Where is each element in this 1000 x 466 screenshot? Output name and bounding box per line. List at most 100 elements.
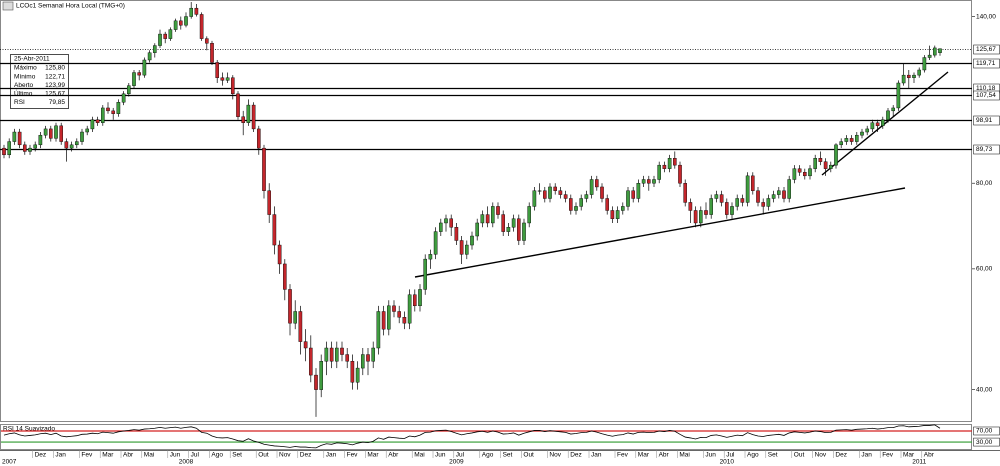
candle-body <box>407 294 412 324</box>
candle-body <box>257 128 261 149</box>
x-tick-label: Jul <box>726 452 735 459</box>
x-tick-label: Nov <box>549 452 561 459</box>
candle-body <box>501 214 506 232</box>
candle-body <box>725 202 729 215</box>
candle-body <box>579 198 583 207</box>
y-tick-label: 60,00 <box>976 266 993 273</box>
x-tick-label: Dez <box>300 452 312 459</box>
candle-body <box>23 144 27 152</box>
candle-body <box>886 110 890 120</box>
title-icon <box>2 1 14 11</box>
candle-body <box>600 186 604 199</box>
candle-body <box>340 347 344 355</box>
candle-body <box>517 218 521 241</box>
candle-body <box>241 116 246 123</box>
candle-body <box>823 161 828 169</box>
candle-body <box>792 168 797 180</box>
candle-body <box>283 263 287 290</box>
candle-body <box>152 45 157 53</box>
candle-body <box>413 294 417 307</box>
rsi-tick-label: 30,00 <box>976 439 993 446</box>
x-tick-label: Mar <box>638 452 650 459</box>
candle-body <box>59 125 63 142</box>
candle-body <box>376 311 381 349</box>
x-tick-label: Set <box>232 452 242 459</box>
candle-body <box>766 198 771 207</box>
candle-body <box>875 122 880 127</box>
year-label: 2009 <box>449 459 464 466</box>
candle-body <box>272 214 277 246</box>
candle-body <box>532 190 537 207</box>
level-label: 107,54 <box>976 92 996 99</box>
candle-body <box>2 147 6 156</box>
candle-body <box>595 179 599 188</box>
candle-body <box>465 244 469 255</box>
candle-body <box>173 20 178 30</box>
level-label: 89,73 <box>976 146 993 153</box>
candle-body <box>506 227 511 232</box>
candle-body <box>361 354 365 369</box>
info-label: Último <box>14 89 33 98</box>
candle-body <box>558 190 563 195</box>
x-tick-label: Nov <box>279 452 291 459</box>
candle-body <box>933 47 937 56</box>
year-label: 2011 <box>912 459 926 466</box>
x-tick-label: Mar <box>102 452 114 459</box>
candle-body <box>553 186 557 191</box>
candle-body <box>189 7 194 17</box>
candle-body <box>496 206 500 215</box>
candle-body <box>225 77 230 81</box>
rsi-panel-frame <box>0 424 972 450</box>
x-tick-label: Abr <box>924 452 935 459</box>
candle-body <box>288 289 292 324</box>
level-label: 98,91 <box>976 117 993 124</box>
candle-body <box>90 119 95 130</box>
level-label: 119,71 <box>976 60 996 67</box>
candle-body <box>69 144 74 149</box>
candle-body <box>428 254 433 260</box>
candle-body <box>33 144 37 149</box>
candle-body <box>366 354 370 362</box>
x-tick-label: Mai <box>414 452 424 459</box>
candle-body <box>735 198 739 207</box>
candle-body <box>626 190 630 207</box>
candle-body <box>163 33 168 39</box>
candle-body <box>454 227 459 241</box>
candle-body <box>636 183 641 199</box>
info-value: 125,67 <box>45 91 65 98</box>
candle-body <box>43 128 48 136</box>
x-tick-label: Jul <box>191 452 200 459</box>
candle-body <box>199 14 204 39</box>
candle-body <box>657 164 661 180</box>
candle-body <box>740 198 745 203</box>
candle-body <box>688 202 693 211</box>
candle-body <box>194 7 199 15</box>
x-tick-label: Dez <box>835 452 847 459</box>
candle-body <box>527 206 531 224</box>
candle-body <box>449 218 454 228</box>
x-tick-label: Out <box>258 452 269 459</box>
candle-body <box>121 93 126 103</box>
candle-body <box>49 128 53 139</box>
candle-body <box>907 74 911 78</box>
x-tick-label: Dez <box>570 452 582 459</box>
candle-body <box>652 179 656 184</box>
x-tick-label: Fev <box>617 452 629 459</box>
candle-body <box>329 347 334 362</box>
candle-body <box>797 168 802 173</box>
candle-body <box>444 218 448 224</box>
candle-body <box>849 138 854 142</box>
candle-body <box>106 107 110 112</box>
candle-body <box>168 29 173 39</box>
candle-body <box>17 131 22 146</box>
x-tick-label: Mar <box>903 452 915 459</box>
candle-body <box>387 305 391 330</box>
x-tick-label: Ago <box>482 452 494 459</box>
candle-body <box>844 138 849 142</box>
year-label: 2007 <box>2 459 17 466</box>
candle-body <box>480 214 485 224</box>
year-label: 2008 <box>179 459 194 466</box>
candle-body <box>787 179 791 199</box>
candle-body <box>491 206 495 224</box>
